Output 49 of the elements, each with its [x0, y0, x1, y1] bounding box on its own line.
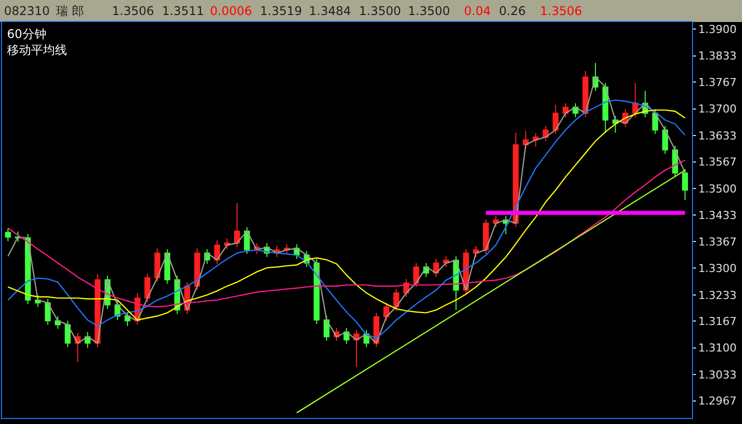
y-tick-label: 1.3100	[698, 342, 737, 355]
candlestick	[324, 316, 330, 342]
text: 1.3506	[540, 4, 582, 18]
text: 1.3511	[162, 4, 204, 18]
text: 移动平均线	[7, 43, 67, 57]
candlestick	[144, 273, 150, 303]
candlestick	[662, 125, 668, 154]
candlestick	[383, 302, 390, 322]
candlestick	[542, 125, 549, 142]
y-tick-label: 1.3567	[698, 156, 737, 169]
text: 1.3500	[359, 4, 401, 18]
candlestick	[124, 312, 130, 326]
y-tick-label: 1.3767	[698, 76, 737, 90]
candlestick	[582, 70, 588, 118]
y-tick-label: 1.3833	[698, 50, 737, 63]
y-tick-label: 1.2967	[698, 394, 737, 408]
y-tick-label: 1.3367	[698, 235, 737, 248]
y-tick-label: 1.3033	[698, 368, 737, 382]
candlestick	[154, 248, 160, 282]
y-tick-label: 1.3900	[698, 23, 737, 36]
text: 1.3500	[408, 4, 450, 18]
candlestick	[5, 228, 11, 242]
candlestick	[482, 218, 489, 254]
candlestick	[552, 104, 559, 134]
y-tick-label: 1.3233	[698, 288, 737, 302]
candlestick	[532, 132, 539, 148]
y-tick-label: 1.3633	[698, 129, 737, 142]
candlestick	[443, 256, 450, 268]
text: 1.3484	[309, 4, 351, 18]
candlestick	[602, 82, 608, 134]
text: 1.3519	[260, 4, 302, 18]
text: 082310	[4, 4, 50, 18]
y-tick-label: 1.3433	[698, 209, 737, 222]
text: 0.0006	[210, 4, 252, 18]
candlestick	[682, 168, 688, 201]
y-tick-label: 1.3167	[698, 315, 737, 328]
text: 1.3506	[112, 4, 154, 18]
candlestick	[214, 240, 220, 264]
text: 瑞 郎	[56, 4, 84, 18]
text: 0.26	[499, 4, 526, 18]
y-tick-label: 1.3300	[698, 262, 737, 276]
text: 0.04	[464, 4, 491, 18]
chart-title: 60分钟	[7, 27, 46, 41]
y-tick-label: 1.3500	[698, 182, 737, 196]
line-series	[7, 160, 686, 308]
candlestick	[234, 202, 240, 248]
candlestick	[244, 226, 250, 254]
candlestick	[194, 248, 200, 291]
y-tick-label: 1.3700	[698, 102, 737, 116]
